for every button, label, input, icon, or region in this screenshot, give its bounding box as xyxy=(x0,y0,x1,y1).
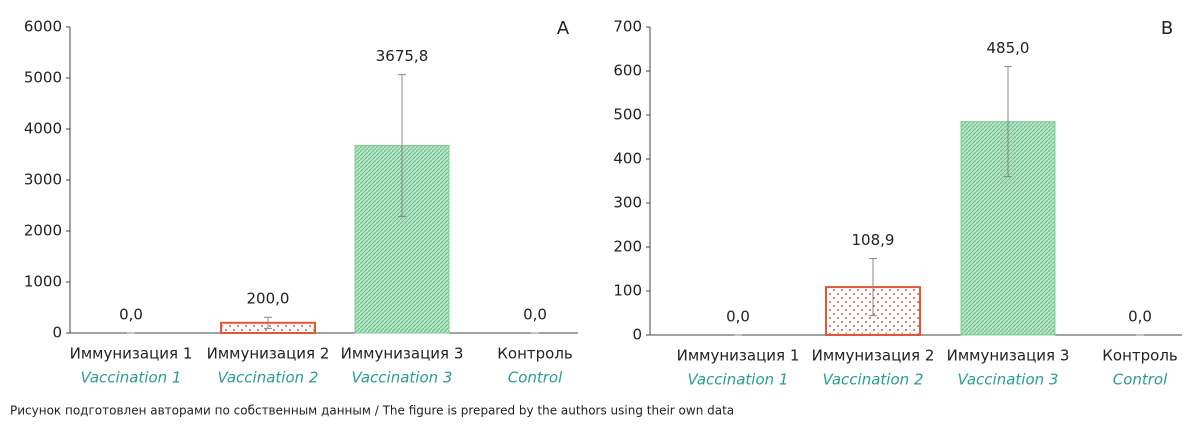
x-tick-label: Иммунизация 2 xyxy=(812,347,935,365)
x-tick-label-en: Control xyxy=(508,369,563,387)
y-tick-label: 0 xyxy=(632,326,642,344)
y-tick-label: 700 xyxy=(613,18,642,36)
x-tick-label: Иммунизация 1 xyxy=(677,347,800,365)
x-tick-label: Иммунизация 2 xyxy=(207,345,330,363)
y-tick-label: 3000 xyxy=(24,171,62,189)
x-tick-label-en: Vaccination 1 xyxy=(688,371,789,389)
value-label: 200,0 xyxy=(247,290,290,308)
y-tick-label: 4000 xyxy=(24,120,62,138)
y-tick-label: 100 xyxy=(613,282,642,300)
error-bar xyxy=(398,74,406,217)
panel-label: B xyxy=(1161,18,1173,39)
caption: Рисунок подготовлен авторами по собствен… xyxy=(10,404,734,418)
y-tick-label: 5000 xyxy=(24,69,62,87)
x-tick-label: Иммунизация 3 xyxy=(947,347,1070,365)
value-label: 0,0 xyxy=(119,306,143,324)
x-tick-label-en: Vaccination 3 xyxy=(958,371,1059,389)
y-tick-label: 200 xyxy=(613,238,642,256)
x-tick-label-en: Vaccination 2 xyxy=(823,371,924,389)
x-tick-label-en: Vaccination 2 xyxy=(218,369,319,387)
x-tick-label: Контроль xyxy=(497,345,573,363)
error-bar xyxy=(869,257,877,317)
value-label: 108,9 xyxy=(852,231,895,249)
y-tick-label: 300 xyxy=(613,194,642,212)
value-label: 3675,8 xyxy=(376,47,429,65)
y-tick-label: 0 xyxy=(52,324,62,342)
value-label: 0,0 xyxy=(1128,308,1152,326)
x-tick-label: Контроль xyxy=(1102,347,1178,365)
y-tick-label: 600 xyxy=(613,62,642,80)
value-label: 485,0 xyxy=(987,39,1030,57)
y-tick-label: 6000 xyxy=(24,18,62,36)
y-tick-label: 1000 xyxy=(24,273,62,291)
value-label: 0,0 xyxy=(523,306,547,324)
x-tick-label: Иммунизация 3 xyxy=(341,345,464,363)
y-tick-label: 500 xyxy=(613,106,642,124)
x-tick-label-en: Control xyxy=(1113,371,1168,389)
x-tick-label-en: Vaccination 1 xyxy=(81,369,182,387)
y-tick-label: 2000 xyxy=(24,222,62,240)
error-bar xyxy=(264,316,272,329)
error-bar xyxy=(1004,66,1012,178)
x-tick-label: Иммунизация 1 xyxy=(70,345,193,363)
panel-label: A xyxy=(557,18,570,39)
x-tick-label-en: Vaccination 3 xyxy=(352,369,453,387)
y-tick-label: 400 xyxy=(613,150,642,168)
value-label: 0,0 xyxy=(726,308,750,326)
